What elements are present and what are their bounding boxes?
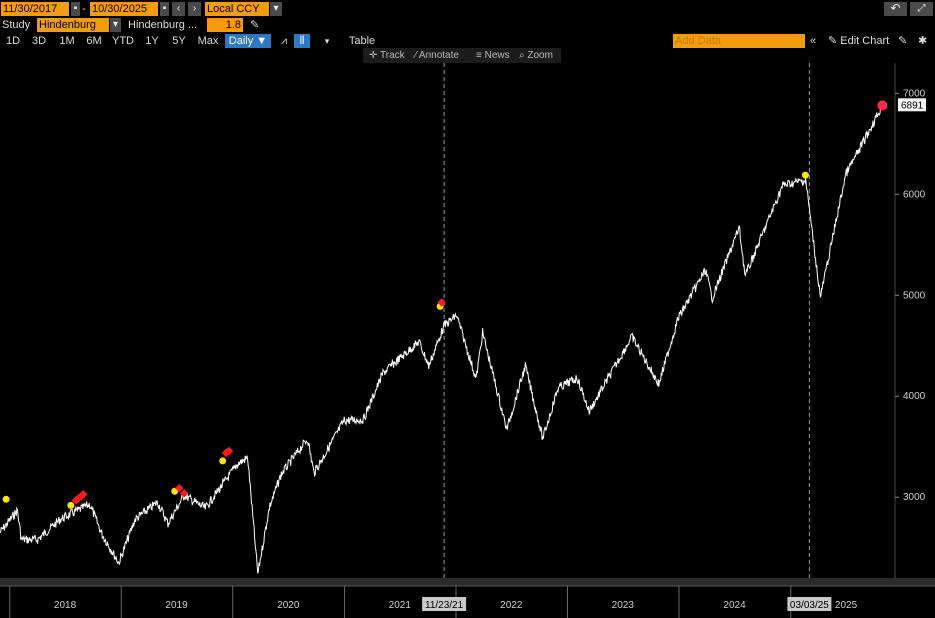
study-parameter-field[interactable]: 1.8 [207, 18, 243, 32]
x-tick-label: 2025 [835, 600, 858, 611]
interval-value: Daily [228, 35, 254, 47]
line-chart-icon[interactable]: ⩘ [280, 35, 288, 47]
draw-tool-icon[interactable]: ✎ [898, 35, 908, 47]
zoom-button[interactable]: ⌕ Zoom [519, 48, 553, 63]
add-data-input[interactable]: Add Data [673, 34, 805, 48]
news-label: News [484, 50, 510, 61]
last-value-label: 6891 [901, 100, 924, 111]
range-ytd[interactable]: YTD [112, 35, 134, 47]
study-select[interactable]: Hindenburg [37, 18, 109, 32]
chart-type-dropdown-icon[interactable]: ▾ [324, 36, 330, 46]
track-label: Track [380, 50, 405, 61]
zoom-icon: ⌕ [519, 50, 525, 61]
signal-red-marker [437, 298, 446, 307]
range-1m[interactable]: 1M [59, 35, 75, 47]
x-tick-label: 2023 [612, 600, 635, 611]
y-tick-label: 4000 [903, 391, 926, 402]
expand-icon[interactable]: ⤢ [910, 2, 933, 16]
crosshair-icon: ✛ [369, 50, 378, 61]
signal-yellow-marker [67, 501, 75, 509]
annotate-icon: ⁄ [415, 50, 417, 61]
y-tick-label: 3000 [903, 492, 926, 503]
signal-red-marker [224, 446, 234, 456]
collapse-icon[interactable]: « [810, 35, 817, 47]
y-tick-label: 5000 [903, 290, 926, 301]
signal-red-marker [175, 483, 184, 493]
currency-dropdown-icon[interactable]: ▾ [270, 2, 282, 16]
track-button[interactable]: ✛ Track [369, 48, 405, 63]
signal-red-marker [79, 490, 88, 499]
start-date-field[interactable]: 11/30/2017 [1, 2, 69, 16]
range-6m[interactable]: 6M [86, 35, 102, 47]
y-tick-label: 7000 [903, 88, 926, 99]
study-name-label: Hindenburg ... [128, 19, 198, 31]
annotate-button[interactable]: ⁄ Annotate [415, 48, 459, 63]
highlight-date-label: 11/23/21 [425, 600, 464, 611]
signal-yellow-marker [2, 495, 10, 503]
interval-select[interactable]: Daily ▼ [225, 34, 271, 48]
plot-area [0, 63, 888, 578]
x-tick-label: 2021 [389, 600, 412, 611]
annotate-label: Annotate [418, 50, 459, 61]
highlight-date-label: 03/03/25 [790, 600, 829, 611]
highlight-date-box [422, 597, 467, 611]
x-tick-label: 2019 [165, 600, 188, 611]
undo-icon[interactable]: ↶ [884, 2, 907, 16]
date-separator: - [82, 3, 86, 15]
range-max[interactable]: Max [197, 35, 219, 47]
range-1y[interactable]: 1Y [145, 35, 159, 47]
x-tick-label: 2018 [54, 600, 77, 611]
range-5y[interactable]: 5Y [172, 35, 186, 47]
x-tick-label: 2020 [277, 600, 300, 611]
candle-chart-icon[interactable]: ⫴ [294, 34, 310, 48]
settings-icon[interactable]: ✱ [918, 35, 928, 47]
signal-red-marker [179, 488, 189, 498]
prev-range-button[interactable]: ‹ [172, 2, 185, 16]
currency-select[interactable]: Local CCY [205, 2, 269, 16]
range-1d[interactable]: 1D [5, 35, 21, 47]
y-tick-label: 6000 [903, 189, 926, 200]
x-tick-label: 2024 [723, 600, 746, 611]
study-dropdown-icon[interactable]: ▾ [110, 18, 121, 32]
last-price-marker [877, 100, 888, 111]
study-label: Study [2, 19, 31, 31]
x-axis-scroll-band [0, 578, 935, 586]
signal-yellow-marker [801, 171, 809, 179]
table-button[interactable]: Table [348, 35, 376, 47]
edit-chart-label: Edit Chart [840, 35, 890, 47]
zoom-label: Zoom [527, 50, 553, 61]
study-bar: Study Hindenburg ▾ Hindenburg ... 1.8 ✎ [0, 18, 935, 33]
news-button[interactable]: ≡ News [476, 48, 510, 63]
end-calendar-icon[interactable]: ▪ [160, 2, 169, 16]
x-tick-label: 2022 [500, 600, 523, 611]
highlight-date-box [787, 597, 832, 611]
x-axis: 2018 2019 2020 2021 2022 2023 2024 2025 11/23/21… [0, 578, 935, 618]
range-3d[interactable]: 3D [31, 35, 47, 47]
last-value-box [898, 98, 926, 112]
chart-tools-bar: ✛ Track ⁄ Annotate ≡ News ⌕ Zoom [363, 48, 561, 63]
news-icon: ≡ [476, 50, 482, 61]
date-range-bar: 11/30/2017 ▪ - 10/30/2025 ▪ ‹ › Local CC… [0, 0, 935, 18]
next-range-button[interactable]: › [188, 2, 201, 16]
edit-pencil-icon: ✎ [828, 35, 838, 47]
pencil-icon[interactable]: ✎ [250, 19, 260, 31]
range-bar: 1D 3D 1M 6M YTD 1Y 5Y Max Daily ▼ ⩘ ⫴ ▾ … [0, 33, 935, 48]
edit-chart-button[interactable]: ✎ Edit Chart [828, 34, 889, 48]
signal-yellow-marker [219, 457, 227, 465]
start-calendar-icon[interactable]: ▪ [71, 2, 80, 16]
end-date-field[interactable]: 10/30/2025 [90, 2, 158, 16]
price-series-line [0, 104, 884, 574]
